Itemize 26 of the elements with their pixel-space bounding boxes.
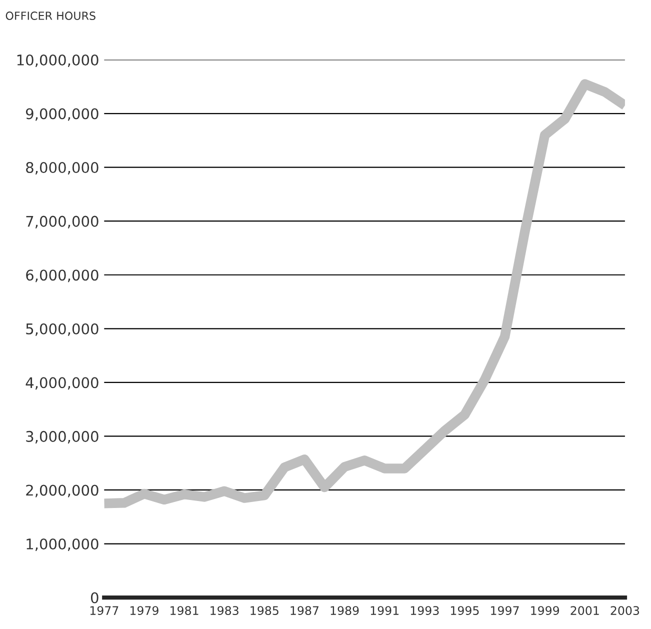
x-tick-label: 1987 bbox=[290, 606, 318, 616]
x-tick-label: 1981 bbox=[170, 606, 198, 616]
y-tick-label: 4,000,000 bbox=[26, 377, 98, 390]
y-axis-title: OFFICER HOURS bbox=[6, 12, 96, 20]
x-tick-label: 1999 bbox=[531, 606, 560, 616]
x-tick-label: 1977 bbox=[90, 606, 118, 616]
x-tick-label: 2001 bbox=[570, 606, 599, 616]
x-tick-label: 1997 bbox=[491, 606, 519, 616]
y-tick-label: 0 bbox=[90, 592, 98, 604]
y-tick-label: 3,000,000 bbox=[26, 430, 98, 444]
x-tick-label: 1991 bbox=[370, 606, 399, 616]
x-tick-label: 1985 bbox=[250, 606, 278, 616]
x-tick-label: 1979 bbox=[130, 606, 158, 616]
x-tick-label: 1989 bbox=[330, 606, 359, 616]
y-tick-label: 1,000,000 bbox=[26, 538, 98, 552]
x-tick-label: 1993 bbox=[410, 606, 439, 616]
y-tick-label: 2,000,000 bbox=[26, 484, 98, 498]
x-tick-label: 1995 bbox=[450, 606, 479, 616]
y-tick-label: 7,000,000 bbox=[26, 216, 98, 228]
y-tick-label: 9,000,000 bbox=[26, 108, 98, 121]
y-tick-label: 8,000,000 bbox=[26, 162, 98, 175]
y-tick-label: 10,000,000 bbox=[17, 54, 98, 67]
y-tick-label: 5,000,000 bbox=[26, 323, 98, 336]
x-tick-label: 1983 bbox=[210, 606, 238, 616]
y-tick-label: 6,000,000 bbox=[26, 270, 98, 282]
x-tick-label: 2003 bbox=[610, 606, 640, 616]
